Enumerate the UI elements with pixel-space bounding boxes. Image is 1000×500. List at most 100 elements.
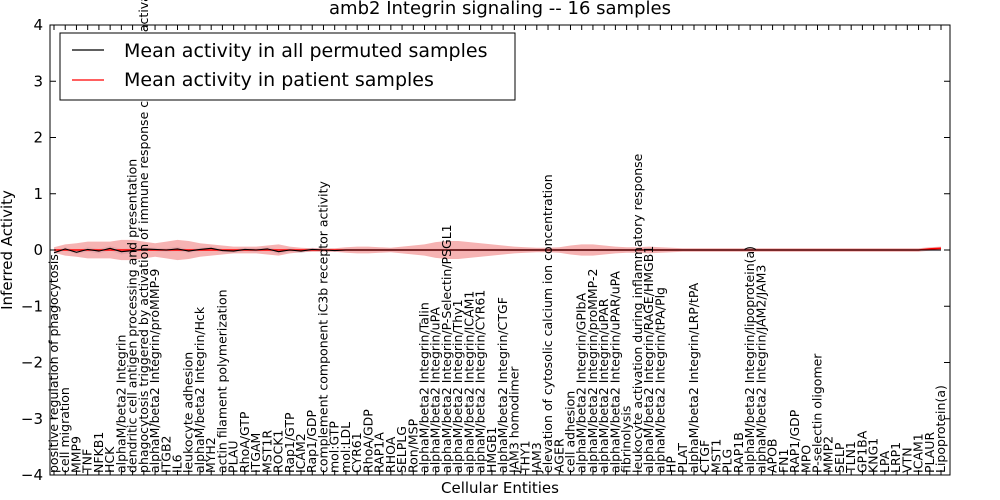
category-label: TNF bbox=[80, 449, 95, 474]
category-label: leukocyte activation during inflammatory… bbox=[630, 153, 645, 473]
category-label: LPA bbox=[877, 450, 892, 473]
category-label: SELPLG bbox=[394, 426, 409, 473]
category-label: mol:LDL bbox=[338, 422, 353, 473]
category-label: Lipoprotein(a) bbox=[933, 385, 948, 473]
category-label: RAP1A bbox=[372, 432, 387, 473]
category-label: ICAM1 bbox=[911, 433, 926, 473]
y-tick-label: −1 bbox=[21, 297, 43, 315]
y-tick-label: 2 bbox=[33, 129, 43, 147]
y-tick-label: 0 bbox=[33, 241, 43, 259]
category-label: MMP2 bbox=[821, 436, 836, 473]
category-label: APOB bbox=[765, 439, 780, 474]
category-label: alphaM/beta2 Integrin/tPA/Plg bbox=[652, 287, 667, 473]
category-label: dendritic cell antigen processing and pr… bbox=[125, 159, 140, 473]
category-label: P-selectin oligomer bbox=[810, 353, 825, 473]
y-tick-label: −3 bbox=[21, 410, 43, 428]
series-lines bbox=[53, 247, 942, 254]
category-label: Ron/MSP bbox=[405, 418, 420, 473]
category-label: SELP bbox=[832, 442, 847, 473]
y-axis-label: Inferred Activity bbox=[0, 190, 16, 310]
category-label: FN1 bbox=[776, 448, 791, 473]
legend-box bbox=[59, 32, 516, 101]
category-label: IL6 bbox=[170, 454, 185, 473]
category-label: alphaM/beta2 Integrin/uPAR/uPA bbox=[607, 271, 622, 473]
category-label: PLAU bbox=[226, 440, 241, 473]
category-label: MST1R bbox=[259, 430, 274, 473]
category-label: GP1BA bbox=[854, 430, 869, 473]
category-label: HP bbox=[664, 456, 679, 473]
category-label: complement component iC3b receptor activ… bbox=[316, 180, 331, 473]
category-label: THY1 bbox=[518, 440, 533, 474]
category-label: alphaM/beta2 Integrin/Hck bbox=[192, 306, 207, 473]
category-label: elevation of cytosolic calcium ion conce… bbox=[540, 174, 555, 473]
x-axis-ticks bbox=[53, 25, 942, 475]
category-label: alphaM/beta2 Integrin/P-Selectin/PSGL1 bbox=[439, 224, 454, 473]
category-label: TLN1 bbox=[843, 441, 858, 474]
category-label: alphaM/beta2 Integrin/ICAM1 bbox=[461, 291, 476, 473]
category-label: cell migration bbox=[57, 387, 72, 473]
category-label: Rap1/GDP bbox=[304, 409, 319, 472]
category-label: ITGAM bbox=[248, 433, 263, 473]
category-label: LRP1 bbox=[888, 442, 903, 473]
category-label: MYH2 bbox=[203, 437, 218, 473]
legend: Mean activity in all permuted samples Me… bbox=[59, 32, 516, 101]
category-label: phagocytosis triggered by activation of … bbox=[136, 0, 151, 473]
category-label: alphaM/beta2 Integrin/Talin bbox=[417, 302, 432, 473]
category-label: alphaM/beta2 Integrin/proMMP-9 bbox=[147, 269, 162, 473]
category-label: MST1 bbox=[708, 439, 723, 473]
category-label: ITGB2 bbox=[158, 435, 173, 473]
category-label: JAM3 homodimer bbox=[506, 366, 521, 474]
y-tick-label: 4 bbox=[33, 16, 43, 34]
category-label: JAM3 bbox=[529, 442, 544, 474]
category-label: NFKB1 bbox=[91, 432, 106, 473]
category-label: PLG bbox=[720, 449, 735, 473]
category-label: alphaM/beta2 Integrin/RAGE/HMGB1 bbox=[641, 246, 656, 473]
category-label: actin filament polymerization bbox=[214, 289, 229, 473]
category-label: HCK bbox=[102, 446, 117, 473]
category-label: alphaM/beta2 Integrin/lipoprotein(a) bbox=[742, 246, 757, 473]
category-label: alphaM/beta2 Integrin/uPA bbox=[428, 307, 443, 473]
category-label: Rap1/GTP bbox=[282, 412, 297, 473]
category-label: CYR61 bbox=[349, 432, 364, 473]
category-label: alphaM/beta2 Integrin/JAM2/JAM3 bbox=[753, 265, 768, 473]
legend-label-permuted: Mean activity in all permuted samples bbox=[124, 40, 487, 62]
y-axis-ticks: −4 −3 −2 −1 0 1 2 3 4 bbox=[21, 16, 950, 484]
y-tick-label: −2 bbox=[21, 354, 43, 372]
category-label: alphaM/beta2 Integrin/GPIbA bbox=[574, 293, 589, 473]
category-label: alphaM/beta2 Integrin/CYR61 bbox=[473, 290, 488, 473]
y-tick-label: 3 bbox=[33, 72, 43, 90]
category-label: MMP9 bbox=[69, 436, 84, 473]
category-label: alphaM/beta2 Integrin/proMMP-2 bbox=[585, 269, 600, 473]
x-axis-label: Cellular Entities bbox=[441, 479, 559, 497]
y-tick-label: 1 bbox=[33, 185, 43, 203]
category-label: HMGB1 bbox=[484, 427, 499, 473]
legend-label-patient: Mean activity in patient samples bbox=[124, 69, 434, 91]
category-label: RHOA bbox=[383, 436, 398, 473]
category-label: ROCK1 bbox=[271, 430, 286, 473]
category-label: mol:GTP bbox=[327, 421, 342, 473]
category-label: ICAM2 bbox=[293, 433, 308, 473]
category-label: cell adhesion bbox=[563, 391, 578, 473]
category-label: leukocyte adhesion bbox=[181, 352, 196, 473]
category-label: alphaM/beta2 Integrin/CTGF bbox=[495, 297, 510, 473]
chart-title: amb2 Integrin signaling -- 16 samples bbox=[329, 0, 671, 19]
category-label: fibrinolysis bbox=[619, 406, 634, 473]
category-label: VTN bbox=[899, 447, 914, 473]
category-label: alphaM/beta2 Integrin/LRP/tPA bbox=[686, 282, 701, 473]
category-label: AGER bbox=[551, 438, 566, 473]
y-tick-label: −4 bbox=[21, 466, 43, 484]
category-label: RhoA/GTP bbox=[237, 411, 252, 473]
category-label: MPO bbox=[798, 445, 813, 473]
category-label: alphaM/beta2 Integrin/uPAR bbox=[596, 298, 611, 473]
category-label: PLAT bbox=[675, 443, 690, 473]
category-label: PLAUR bbox=[922, 432, 937, 473]
category-labels: positive regulation of phagocytosiscell … bbox=[46, 0, 948, 474]
category-label: RAP1B bbox=[731, 432, 746, 473]
category-label: alphaM/beta2 Integrin bbox=[113, 335, 128, 473]
permuted-mean-line bbox=[53, 247, 941, 254]
category-label: RAP1/GDP bbox=[787, 409, 802, 473]
category-label: RhoA/GDP bbox=[360, 409, 375, 473]
category-label: KNG1 bbox=[866, 438, 881, 473]
category-label: CTGF bbox=[697, 440, 712, 473]
